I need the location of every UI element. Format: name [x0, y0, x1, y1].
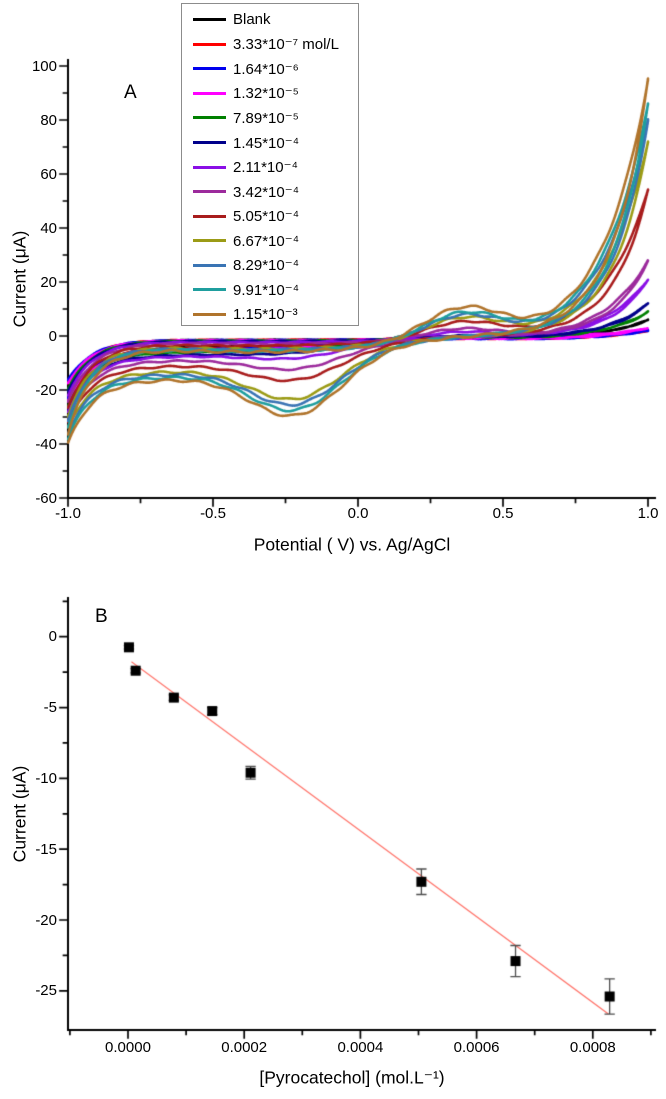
a-y-tick-label: -40: [35, 435, 57, 453]
panel-b-label: B: [95, 606, 108, 627]
legend-box: Blank 3.33*10⁻⁷ mol/L 1.64*10⁻⁶ 1.32*10⁻⁵ 7.…: [181, 3, 359, 326]
legend-line-swatch: [193, 116, 226, 120]
legend-item-label: 1.45*10⁻⁴: [233, 134, 300, 152]
legend-item-label: 1.15*10⁻³: [233, 306, 298, 324]
b-x-tick-label: 0.0002: [221, 1039, 268, 1056]
legend-line-swatch: [193, 263, 226, 267]
legend-item-label: 1.32*10⁻⁵: [233, 85, 299, 103]
b-x-tick-label: 0.0006: [453, 1039, 500, 1056]
legend-item-label: 8.29*10⁻⁴: [233, 257, 300, 275]
legend-item-label: 3.42*10⁻⁴: [233, 183, 300, 201]
legend-line-swatch: [193, 190, 226, 194]
b-y-tick-label: -5: [43, 699, 57, 717]
a-y-tick-label: 100: [31, 57, 57, 75]
a-x-tick-label: 0.0: [347, 505, 369, 522]
legend-item: 1.32*10⁻⁵: [182, 81, 358, 106]
legend-item-label: 7.89*10⁻⁵: [233, 109, 299, 127]
a-y-tick-label: -60: [35, 489, 57, 507]
a-x-tick-label: -0.5: [200, 505, 226, 522]
legend-line-swatch: [193, 42, 226, 46]
b-x-tick-label: 0.0004: [337, 1039, 384, 1056]
a-y-tick-label: -20: [35, 381, 57, 399]
a-y-tick-label: 0: [48, 327, 57, 345]
legend-item-label: 1.64*10⁻⁶: [233, 60, 299, 78]
legend-item-label: 2.11*10⁻⁴: [233, 159, 298, 177]
legend-item: 8.29*10⁻⁴: [182, 253, 358, 278]
b-y-tick-label: -10: [35, 769, 57, 787]
a-x-tick-label: 1.0: [637, 505, 659, 522]
b-y-tick-label: 0: [48, 628, 57, 646]
legend-line-swatch: [193, 288, 226, 292]
panel-a-label: A: [124, 82, 137, 103]
legend-item: 3.42*10⁻⁴: [182, 179, 358, 204]
legend-item: 9.91*10⁻⁴: [182, 278, 358, 303]
legend-item: 1.64*10⁻⁶: [182, 57, 358, 82]
legend-line-swatch: [193, 239, 226, 243]
legend-item: 6.67*10⁻⁴: [182, 228, 358, 253]
a-y-tick-label: 20: [40, 273, 57, 291]
legend-line-swatch: [193, 18, 226, 22]
legend-item: 7.89*10⁻⁵: [182, 106, 358, 131]
legend-line-swatch: [193, 91, 226, 95]
legend-item-label: 5.05*10⁻⁴: [233, 208, 300, 226]
b-y-tick-label: -25: [35, 982, 57, 1000]
legend-item: 3.33*10⁻⁷ mol/L: [182, 32, 358, 57]
b-x-tick-label: 0.0008: [569, 1039, 616, 1056]
a-x-tick-label: -1.0: [55, 505, 81, 522]
b-y-tick-label: -15: [35, 840, 57, 858]
a-y-tick-label: 60: [40, 165, 57, 183]
legend-line-swatch: [193, 214, 226, 218]
legend-line-swatch: [193, 312, 226, 316]
b-x-tick-label: 0.0000: [105, 1039, 151, 1056]
a-y-tick-label: 40: [40, 219, 57, 237]
b-y-tick-label: -20: [35, 911, 57, 929]
legend-item: 2.11*10⁻⁴: [182, 155, 358, 180]
legend-item: Blank: [182, 8, 358, 33]
legend-line-swatch: [193, 141, 226, 145]
legend-item: 1.45*10⁻⁴: [182, 130, 358, 155]
panel-b-x-axis-title: [Pyrocatechol] (mol.L⁻¹): [259, 1067, 445, 1088]
legend-line-swatch: [193, 165, 226, 169]
legend-line-swatch: [193, 67, 226, 71]
legend-item-label: 6.67*10⁻⁴: [233, 232, 300, 250]
legend-item-label: 9.91*10⁻⁴: [233, 281, 300, 299]
legend-item-label: Blank: [233, 11, 271, 29]
legend-item-label: 3.33*10⁻⁷ mol/L: [233, 36, 339, 54]
legend-item: 1.15*10⁻³: [182, 302, 358, 327]
a-x-tick-label: 0.5: [492, 505, 514, 522]
a-y-tick-label: 80: [40, 111, 57, 129]
panel-a-x-axis-title: Potential ( V) vs. Ag/AgCl: [253, 534, 451, 555]
legend-item: 5.05*10⁻⁴: [182, 204, 358, 229]
